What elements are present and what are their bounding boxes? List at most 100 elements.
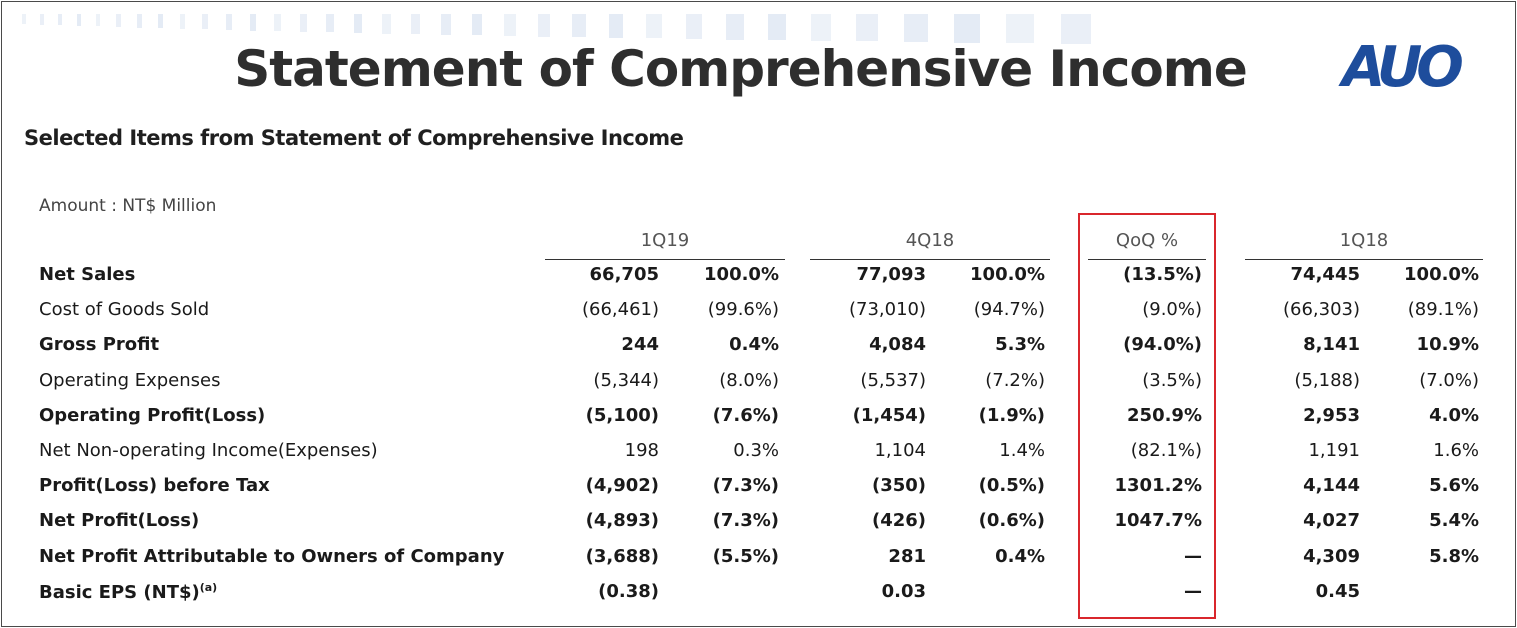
header-decoration-bar [180,14,185,29]
cell-q2-pct: 100.0% [970,264,1045,285]
header-decoration-bar [22,14,26,24]
column-header-1q18: 1Q18 [1339,230,1389,251]
row-label: Gross Profit [39,334,159,355]
header-decoration-bar [472,14,482,35]
cell-q1-amt: 66,705 [589,264,659,285]
cell-q1-pct: 0.3% [733,440,779,461]
cell-q3-pct: 1.6% [1433,440,1479,461]
table-row: Basic EPS (NT$)(a) (0.38) 0.03 — 0.45 [2,575,1515,610]
column-header-qoq: QoQ % [1115,230,1179,251]
row-label-text: Operating Expenses [39,369,221,391]
row-label-text: Basic EPS (NT$) [39,581,200,603]
row-label: Net Profit(Loss) [39,510,199,531]
row-label-text: Operating Profit(Loss) [39,404,266,426]
cell-q1-pct: 100.0% [704,264,779,285]
header-decoration [22,14,1202,44]
cell-q1-amt: (5,344) [593,369,659,391]
table-row: Profit(Loss) before Tax (4,902) (7.3%) (350… [2,469,1515,504]
cell-q2-pct: (7.2%) [985,369,1045,391]
row-label: Operating Profit(Loss) [39,405,265,426]
header-decoration-bar [116,14,121,27]
header-decoration-bar [382,14,391,34]
cell-q2-pct: 0.4% [995,545,1045,567]
table-row: Net Profit Attributable to Owners of Com… [2,540,1515,575]
row-label: Basic EPS (NT$)(a) [39,581,217,603]
cell-q2-amt: (426) [871,510,926,532]
row-label-text: Net Profit Attributable to Owners of Com… [39,545,505,567]
cell-q1-amt: 198 [624,440,659,461]
cell-q3-amt: (66,303) [1282,299,1360,321]
header-decoration-bar [58,14,62,25]
row-label: Net Non-operating Income(Expenses) [39,440,378,461]
table-row: Net Profit(Loss) (4,893) (7.3%) (426) (0.6%)… [2,504,1515,539]
cell-q3-pct: 5.6% [1429,475,1479,497]
cell-q3-pct: (7.0%) [1419,369,1479,391]
cell-q2-amt: 0.03 [881,580,926,602]
amount-unit-note: Amount : NT$ Million [39,196,217,216]
row-label: Operating Expenses [39,370,220,391]
table-row: Cost of Goods Sold (66,461) (99.6%) (73,010… [2,293,1515,328]
header-decoration-bar [96,14,100,26]
header-decoration-bar [726,14,744,40]
cell-qoq: (94.0%) [1123,334,1202,356]
column-rule-1q18 [1245,259,1483,260]
cell-q1-amt: (4,902) [585,475,659,497]
column-rule-4q18 [810,259,1050,260]
cell-q1-amt: 244 [621,334,659,356]
slide-title: Statement of Comprehensive Income [234,40,1248,98]
table-row: Gross Profit 244 0.4% 4,084 5.3% (94.0%) 8,141… [2,328,1515,363]
cell-q3-amt: 4,144 [1303,475,1360,497]
row-label: Net Sales [39,264,135,285]
cell-q2-amt: 4,084 [869,334,926,356]
row-label-text: Cost of Goods Sold [39,299,210,321]
header-decoration-bar [572,14,586,37]
cell-q1-pct: (7.3%) [712,510,779,532]
cell-qoq: (9.0%) [1142,299,1202,321]
header-decoration-bar [354,14,362,33]
header-decoration-bar [158,14,163,28]
cell-q3-amt: (5,188) [1294,369,1360,391]
cell-q2-amt: 77,093 [856,264,926,285]
section-subtitle: Selected Items from Statement of Compreh… [24,126,684,150]
header-decoration-bar [954,14,980,43]
cell-qoq: (3.5%) [1142,369,1202,391]
header-decoration-bar [686,14,702,39]
cell-q3-amt: 4,309 [1303,545,1360,567]
cell-q2-pct: 5.3% [995,334,1045,356]
header-decoration-bar [250,14,256,31]
footnote-marker: (a) [199,580,218,594]
column-rule-qoq [1088,259,1206,260]
cell-q2-pct: (0.6%) [978,510,1045,532]
header-decoration-bar [904,14,928,42]
row-label-text: Net Non-operating Income(Expenses) [39,440,378,461]
cell-q1-pct: (7.6%) [712,404,779,426]
cell-q1-pct: 0.4% [729,334,779,356]
header-decoration-bar [274,14,281,31]
row-label: Net Profit Attributable to Owners of Com… [39,546,504,567]
table-row: Net Non-operating Income(Expenses) 198 0.3… [2,434,1515,469]
cell-q3-pct: (89.1%) [1407,299,1479,321]
column-header-4q18: 4Q18 [905,230,955,251]
cell-q3-amt: 4,027 [1303,510,1360,532]
cell-q1-amt: (4,893) [585,510,659,532]
row-label: Cost of Goods Sold [39,299,209,320]
cell-qoq: — [1184,545,1202,567]
cell-q2-amt: (5,537) [860,369,926,391]
cell-q3-pct: 100.0% [1404,264,1479,285]
cell-q2-amt: (73,010) [848,299,926,321]
column-header-1q19: 1Q19 [640,230,690,251]
header-decoration-bar [1006,14,1034,43]
cell-q1-pct: (7.3%) [712,475,779,497]
header-decoration-bar [202,14,208,29]
cell-q1-amt: (5,100) [585,404,659,426]
header-decoration-bar [326,14,334,32]
header-decoration-bar [40,14,44,25]
cell-q3-pct: 10.9% [1416,334,1479,356]
header-decoration-bar [646,14,662,38]
cell-q1-pct: (8.0%) [719,369,779,391]
row-label-text: Gross Profit [39,334,160,356]
row-label-text: Profit(Loss) before Tax [39,475,270,497]
header-decoration-bar [504,14,516,36]
cell-qoq: 1301.2% [1114,475,1203,497]
auo-logo: AUO [1342,35,1464,100]
